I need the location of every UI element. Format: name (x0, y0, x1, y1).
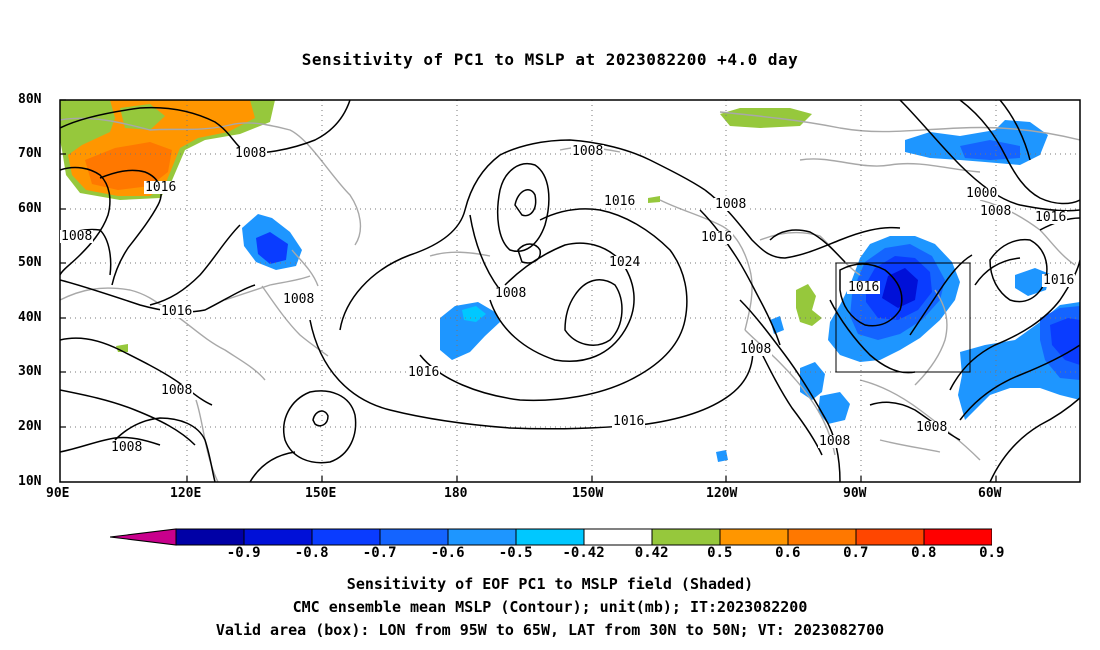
colorbar-tick-label: -0.42 (562, 545, 605, 561)
colorbar-tick-label: -0.8 (294, 545, 329, 561)
contour-label: 1008 (915, 420, 949, 435)
colorbar-tick-label: 0.5 (707, 545, 733, 561)
lon-label: 120E (170, 486, 202, 501)
colorbar-segment (447, 528, 517, 546)
colorbar-segment (515, 528, 585, 546)
colorbar-segment (311, 528, 381, 546)
colorbar-tick-label: 0.6 (775, 545, 801, 561)
contour-label: 1008 (818, 434, 852, 449)
contour-label: 1008 (979, 204, 1013, 219)
lon-label: 180 (444, 486, 468, 501)
colorbar-segment (923, 528, 992, 546)
colorbar-segment (719, 528, 789, 546)
lat-label: 70N (18, 146, 42, 161)
colorbar-under-triangle (110, 528, 177, 546)
colorbar-tick-label: 0.7 (843, 545, 869, 561)
contour-label: 1008 (739, 342, 773, 357)
colorbar-segment (379, 528, 449, 546)
colorbar-tick-label: -0.5 (498, 545, 533, 561)
lon-label: 150W (572, 486, 604, 501)
mslp-contours (60, 100, 1080, 482)
contour-label: 1016 (1034, 210, 1068, 225)
colorbar-segment (855, 528, 925, 546)
contour-label: 1016 (144, 180, 178, 195)
colorbar-tick-label: -0.7 (362, 545, 397, 561)
contour-label: 1016 (847, 280, 881, 295)
lon-label: 150E (305, 486, 337, 501)
contour-label: 1016 (160, 304, 194, 319)
colorbar-tick-label: 0.9 (979, 545, 1005, 561)
colorbar (110, 528, 992, 546)
colorbar-segment (583, 528, 653, 546)
lon-label: 90E (46, 486, 70, 501)
contour-label: 1024 (608, 255, 642, 270)
contour-label: 1016 (700, 230, 734, 245)
lat-label: 60N (18, 201, 42, 216)
contour-label: 1008 (494, 286, 528, 301)
lat-label: 50N (18, 255, 42, 270)
colorbar-segment (175, 528, 245, 546)
contour-label: 1008 (714, 197, 748, 212)
lon-label: 60W (978, 486, 1002, 501)
colorbar-tick-label: 0.8 (911, 545, 937, 561)
lon-label: 90W (843, 486, 867, 501)
colorbar-tick-label: -0.9 (226, 545, 261, 561)
contour-label: 1016 (1042, 273, 1076, 288)
colorbar-segment (787, 528, 857, 546)
map-title: Sensitivity of PC1 to MSLP at 2023082200… (301, 50, 799, 69)
colorbar-segment (651, 528, 721, 546)
map-frame (59, 99, 1081, 483)
colorbar-tick-label: -0.6 (430, 545, 465, 561)
caption-line-2: CMC ensemble mean MSLP (Contour); unit(m… (292, 598, 808, 616)
valid-area-box (835, 262, 971, 373)
lat-label: 30N (18, 364, 42, 379)
colorbar-tick-label: 0.42 (634, 545, 669, 561)
caption-line-3: Valid area (box): LON from 95W to 65W, L… (215, 621, 885, 639)
contour-label: 1008 (110, 440, 144, 455)
lon-label: 120W (706, 486, 738, 501)
lat-label: 40N (18, 310, 42, 325)
contour-label: 1016 (612, 414, 646, 429)
contour-label: 1016 (603, 194, 637, 209)
contour-label: 1008 (160, 383, 194, 398)
contour-label: 1008 (282, 292, 316, 307)
contour-label: 1000 (965, 186, 999, 201)
lat-label: 20N (18, 419, 42, 434)
colorbar-segment (243, 528, 313, 546)
caption-line-1: Sensitivity of EOF PC1 to MSLP field (Sh… (346, 575, 754, 593)
contour-label: 1008 (571, 144, 605, 159)
contour-label: 1016 (407, 365, 441, 380)
lat-label: 10N (18, 474, 42, 489)
contour-label: 1008 (60, 229, 94, 244)
axis-ticks (60, 99, 997, 482)
lat-label: 80N (18, 92, 42, 107)
contour-label: 1008 (234, 146, 268, 161)
